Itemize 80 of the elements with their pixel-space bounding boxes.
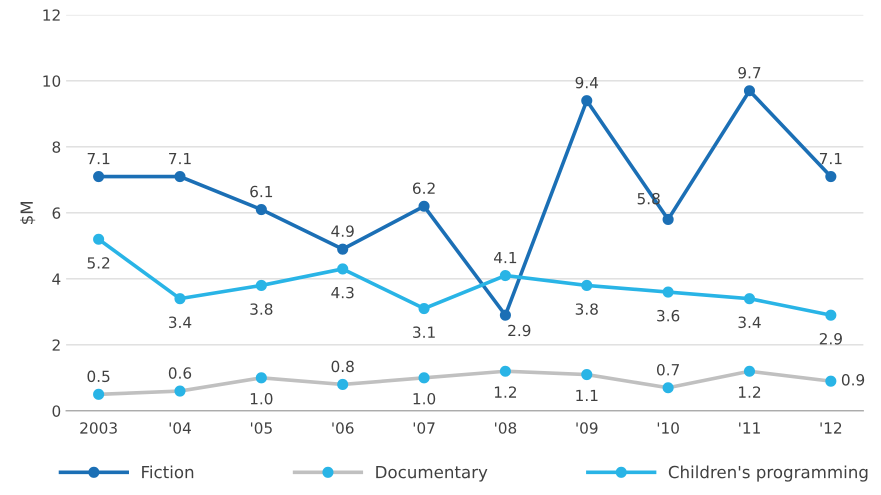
data-label: 1.2: [739, 386, 760, 398]
point: [93, 170, 104, 182]
data-label: 1.1: [576, 390, 598, 401]
point: [662, 382, 674, 394]
data-label: 3.6: [657, 310, 680, 322]
point: [418, 372, 430, 384]
point: [662, 286, 674, 298]
data-label: 9.7: [738, 66, 760, 79]
y-tick-label: 10: [43, 75, 60, 87]
data-label: 0.5: [87, 370, 110, 382]
point: [500, 366, 511, 377]
x-tick-label: '05: [250, 422, 272, 434]
data-label: 0.7: [656, 364, 679, 376]
point: [256, 372, 267, 384]
x-tick-label: '06: [332, 422, 354, 434]
point: [256, 204, 267, 216]
point: [744, 366, 756, 377]
x-tick-label: '04: [170, 422, 191, 434]
point: [581, 368, 592, 380]
point: [744, 293, 756, 304]
point: [174, 385, 186, 397]
x-tick-label: '12: [820, 422, 842, 434]
x-tick-label: '10: [658, 422, 679, 434]
point: [825, 376, 836, 387]
point: [581, 95, 592, 106]
data-label: 1.0: [250, 392, 272, 405]
point: [418, 302, 430, 314]
legend-label: Children's programming: [668, 465, 868, 482]
data-label: 2.9: [820, 333, 842, 345]
data-label: 1.2: [494, 386, 516, 398]
y-axis-title: $M: [20, 202, 36, 224]
point: [337, 378, 348, 390]
point: [744, 85, 756, 96]
point: [93, 234, 104, 245]
data-label: 0.9: [842, 374, 864, 386]
point: [500, 310, 511, 321]
point: [825, 310, 836, 321]
data-label: 3.8: [576, 303, 598, 315]
data-label: 1.0: [414, 392, 436, 405]
y-tick-label: 0: [52, 405, 60, 417]
point: [256, 280, 267, 292]
data-label: 3.4: [168, 316, 192, 328]
data-label: 4.9: [331, 225, 354, 237]
y-tick-label: 2: [52, 339, 60, 351]
y-tick-label: 12: [43, 9, 60, 21]
data-label: 7.1: [169, 152, 191, 164]
data-label: 6.1: [250, 186, 272, 198]
x-tick-label: '09: [576, 422, 598, 434]
point: [174, 170, 186, 182]
data-label: 7.1: [820, 152, 842, 164]
data-label: 6.2: [412, 182, 435, 194]
x-tick-label: 2003: [80, 422, 117, 434]
point: [337, 244, 348, 255]
legend-label: Fiction: [142, 465, 194, 478]
data-label: 2.9: [508, 324, 530, 336]
legend-label: Documentary: [376, 466, 488, 482]
data-label: 4.3: [331, 286, 354, 298]
x-tick-label: '08: [495, 422, 516, 434]
data-label: 9.4: [576, 76, 598, 88]
point: [662, 214, 674, 226]
y-tick-label: 4: [52, 274, 60, 285]
data-label: 3.1: [413, 326, 435, 338]
point: [581, 280, 592, 292]
point: [825, 170, 836, 182]
point: [500, 270, 511, 282]
x-tick-label: '11: [739, 422, 760, 434]
point: [418, 200, 430, 212]
x-tick-label: '07: [414, 422, 435, 434]
y-tick-label: 8: [52, 141, 60, 153]
y-tick-label: 6: [52, 207, 60, 219]
data-label: 0.6: [168, 367, 192, 379]
data-label: 7.1: [88, 152, 110, 164]
data-label: 4.1: [494, 252, 516, 264]
point: [93, 388, 104, 400]
data-label: 0.8: [332, 360, 354, 372]
data-label: 3.4: [738, 316, 761, 328]
point: [337, 263, 348, 275]
point: [174, 293, 186, 304]
data-label: 5.2: [88, 257, 110, 269]
data-label: 3.8: [250, 303, 272, 315]
